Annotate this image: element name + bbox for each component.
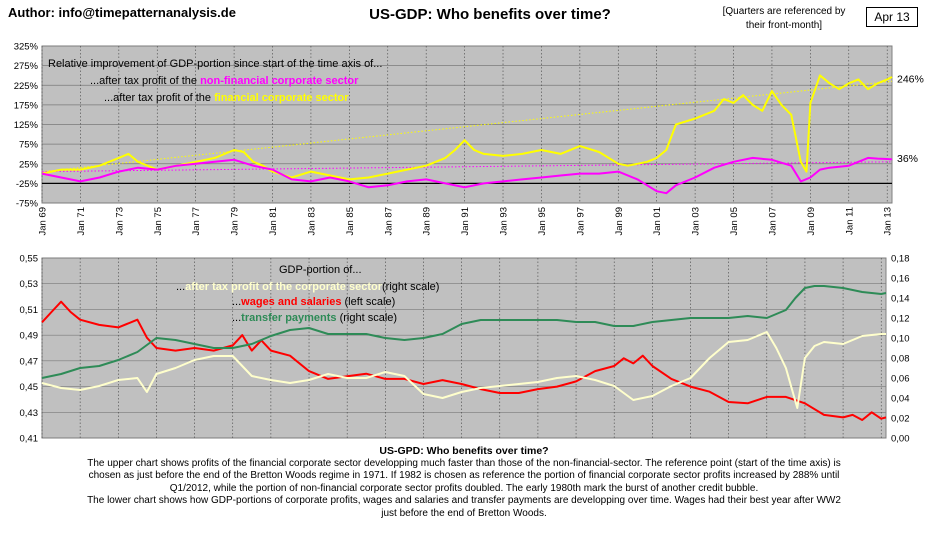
lower-chart: 0,55 0,53 0,51 0,49 0,47 0,45 0,43 0,41 0,18 0,16… (20, 254, 910, 445)
upper-x-tick-label: Jan 91 (460, 207, 471, 236)
lower-right-tick-label: 0,00 (891, 434, 910, 445)
lower-right-tick-label: 0,10 (891, 334, 910, 345)
upper-legend-line1: Relative improvement of GDP-portion sinc… (48, 58, 382, 70)
upper-series-financial (41, 74, 893, 181)
lower-legend-wages: wages and salaries (240, 296, 341, 308)
quarter-note: [Quarters are referenced by their front-… (718, 5, 850, 33)
lower-series-transfer (41, 285, 887, 379)
lower-legend-line2-suffix: (left scale) (341, 296, 395, 308)
upper-x-tick-label: Jan 85 (345, 207, 356, 236)
lower-legend-line3: ...transfer payments (right scale) (232, 312, 397, 324)
upper-trend-financial (41, 80, 893, 173)
lower-series-corp_profit (41, 331, 886, 409)
upper-end-label-financial: 246% (897, 74, 924, 86)
upper-x-tick-label: Jan 73 (114, 207, 125, 236)
lower-left-tick-label: 0,47 (20, 356, 39, 367)
lower-left-tick-label: 0,41 (20, 434, 39, 445)
upper-x-tick-label: Jan 83 (306, 207, 317, 236)
upper-series-nonfinancial (41, 156, 893, 195)
upper-x-tick-label: Jan 09 (806, 207, 817, 236)
upper-legend-line2-prefix: ...after tax profit of the (90, 75, 200, 87)
upper-x-tick-label: Jan 03 (691, 207, 702, 236)
upper-x-tick-label: Jan 07 (767, 207, 778, 236)
lower-right-tick-label: 0,04 (891, 394, 910, 405)
lower-right-tick-label: 0,16 (891, 274, 910, 285)
lower-plot-area (41, 257, 887, 439)
lower-left-tick-label: 0,53 (20, 279, 39, 290)
upper-x-tick-label: Jan 81 (268, 207, 279, 236)
description-line: The lower chart shows how GDP-portions o… (87, 495, 841, 507)
lower-right-tick-label: 0,08 (891, 354, 910, 365)
upper-y-tick-label: 225% (14, 81, 39, 92)
lower-right-tick-label: 0,18 (891, 254, 910, 265)
upper-y-tick-label: 175% (14, 100, 39, 111)
upper-legend-line2: ...after tax profit of the non-financial… (90, 75, 359, 87)
quarter-note-line1: [Quarters are referenced by (722, 6, 846, 17)
upper-x-tick-label: Jan 13 (883, 207, 894, 236)
upper-x-tick-label: Jan 71 (76, 207, 87, 236)
upper-x-tick-label: Jan 87 (383, 207, 394, 236)
upper-trend-nonfinancial (41, 161, 893, 173)
upper-x-tick-label: Jan 95 (537, 207, 548, 236)
upper-y-tick-label: 275% (14, 61, 39, 72)
upper-x-tick-label: Jan 93 (499, 207, 510, 236)
upper-x-tick-label: Jan 89 (422, 207, 433, 236)
lower-left-tick-label: 0,45 (20, 382, 39, 393)
upper-x-tick-label: Jan 75 (153, 207, 164, 236)
lower-right-tick-label: 0,06 (891, 374, 910, 385)
lower-right-tick-label: 0,14 (891, 294, 910, 305)
author-label: Author: info@timepatternanalysis.de (8, 5, 236, 20)
date-box: Apr 13 (866, 7, 918, 27)
lower-left-tick-label: 0,51 (20, 305, 39, 316)
upper-legend-nonfinancial: non-financial corporate sector (200, 75, 359, 87)
upper-x-tick-label: Jan 01 (652, 207, 663, 236)
lower-left-tick-label: 0,49 (20, 331, 39, 342)
lower-series-wages (41, 300, 887, 421)
description-line: Q1/2012, while the portion of non-financ… (169, 482, 759, 494)
upper-end-label-nonfinancial: 36% (897, 153, 918, 165)
upper-x-tick-label: Jan 05 (729, 207, 740, 236)
upper-legend-line3-prefix: ...after tax profit of the (104, 92, 214, 104)
upper-x-tick-label: Jan 99 (614, 207, 625, 236)
lower-legend-transfer: transfer payments (241, 312, 336, 324)
upper-legend-line3: ...after tax profit of the financial cor… (104, 92, 349, 104)
lower-legend-corp-profit: after tax profit of the corporate sector (185, 281, 383, 293)
upper-x-tick-label: Jan 69 (38, 207, 49, 236)
upper-x-tick-label: Jan 11 (844, 207, 855, 235)
lower-legend-title: GDP-portion of... (279, 264, 362, 276)
lower-legend-line2-prefix: ... (232, 296, 241, 308)
upper-y-tick-label: 325% (14, 42, 39, 53)
upper-y-tick-label: 125% (14, 120, 39, 131)
description-line: The upper chart shows profits of the fin… (87, 457, 841, 469)
lower-legend-line2: ...wages and salaries (left scale) (232, 296, 395, 308)
lower-legend-line1-suffix: (right scale) (382, 281, 439, 293)
description: US-GPD: Who benefits over time? The uppe… (30, 445, 898, 521)
description-line: just before the end of Bretton Woods. (381, 507, 547, 519)
upper-legend-financial: financial corporate sector (214, 92, 349, 104)
lower-legend-line1-prefix: ... (176, 281, 185, 293)
upper-y-tick-label: -25% (16, 179, 39, 190)
upper-x-tick-label: Jan 79 (230, 207, 241, 236)
lower-right-tick-label: 0,02 (891, 414, 910, 425)
description-line: chosen as just before the end of the Bre… (88, 470, 840, 482)
lower-legend-line1: ...after tax profit of the corporate sec… (176, 281, 439, 293)
lower-right-tick-label: 0,12 (891, 314, 910, 325)
page-title: US-GDP: Who benefits over time? (369, 6, 611, 23)
lower-legend-line3-suffix: (right scale) (337, 312, 398, 324)
upper-x-tick-label: Jan 97 (575, 207, 586, 236)
upper-x-tick-label: Jan 77 (191, 207, 202, 236)
upper-y-tick-label: 25% (19, 159, 39, 170)
upper-y-tick-label: -75% (16, 199, 39, 210)
lower-left-tick-label: 0,55 (20, 254, 39, 265)
description-title: US-GPD: Who benefits over time? (379, 445, 549, 457)
lower-legend-line3-prefix: ... (232, 312, 241, 324)
upper-chart: 325% 275% 225% 175% 125% 75% 25% -25% -75%Jan 69… (14, 42, 924, 236)
quarter-note-line2: their front-month] (745, 20, 823, 31)
lower-left-tick-label: 0,43 (20, 408, 39, 419)
upper-y-tick-label: 75% (19, 140, 39, 151)
